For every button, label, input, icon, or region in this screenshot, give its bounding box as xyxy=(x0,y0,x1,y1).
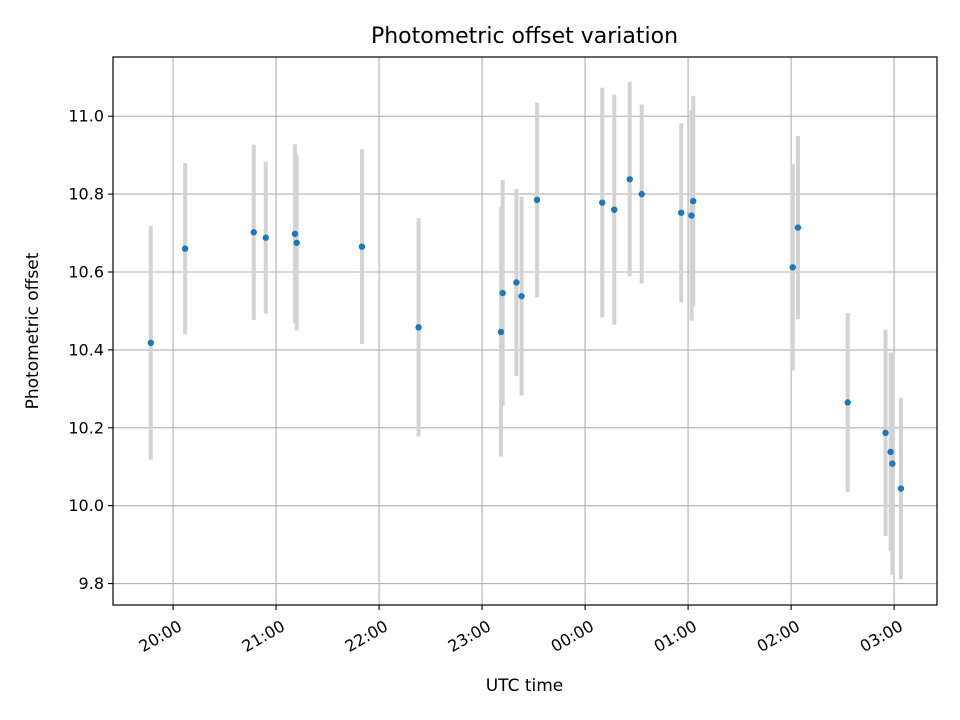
data-point xyxy=(358,243,366,250)
y-tick-label: 9.8 xyxy=(79,574,104,593)
data-point xyxy=(789,264,796,271)
data-point xyxy=(626,176,633,183)
plot-area-frame xyxy=(112,56,938,606)
data-point xyxy=(599,199,606,206)
y-tick-label: 10.6 xyxy=(68,262,104,281)
data-point xyxy=(611,206,618,213)
data-point xyxy=(250,229,257,236)
y-axis-ticks: 9.8 10.0 10.2 10.4 10.6 10.8 11.0 xyxy=(68,107,113,593)
data-point xyxy=(293,239,300,246)
data-point xyxy=(262,234,269,241)
data-point xyxy=(690,197,697,205)
data-point xyxy=(497,328,505,336)
data-points xyxy=(147,176,905,492)
data-point xyxy=(415,324,422,331)
data-point xyxy=(533,196,541,204)
data-point xyxy=(688,212,695,219)
data-point xyxy=(147,339,154,347)
data-point xyxy=(513,279,520,286)
data-point xyxy=(638,190,645,198)
data-point xyxy=(499,289,506,297)
y-tick-label: 10.0 xyxy=(68,496,104,515)
y-tick-label: 10.8 xyxy=(68,185,104,204)
data-point xyxy=(678,209,685,216)
y-tick-label: 10.4 xyxy=(68,340,104,359)
data-point xyxy=(882,429,889,437)
data-point xyxy=(181,245,189,252)
data-point xyxy=(889,460,896,467)
x-axis-label: UTC time xyxy=(486,676,564,696)
y-axis-label: Photometric offset xyxy=(23,252,43,409)
data-point xyxy=(291,230,299,238)
data-point xyxy=(794,224,802,231)
data-point xyxy=(897,485,905,492)
data-point xyxy=(887,448,894,456)
chart-title: Photometric offset variation xyxy=(371,24,678,49)
data-point xyxy=(518,292,525,300)
y-tick-label: 10.2 xyxy=(68,418,104,437)
y-tick-label: 11.0 xyxy=(68,107,104,126)
data-point xyxy=(844,399,851,406)
